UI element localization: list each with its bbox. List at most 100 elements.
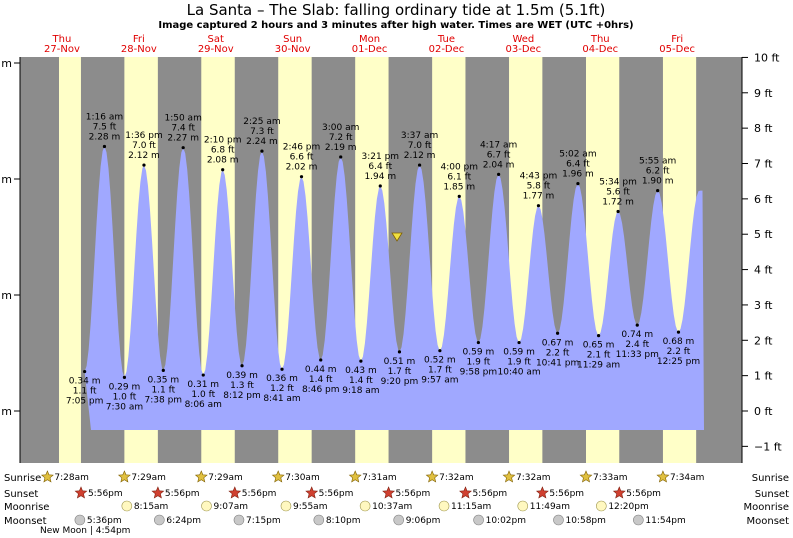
moonset-row-label-right: Moonset [747, 516, 790, 527]
high-tide-m: 1.77 m [523, 192, 555, 202]
right-tick-label: 2 ft [754, 334, 773, 347]
low-tide-time: 8:12 pm [223, 391, 261, 401]
sunset-time: 5:56pm [396, 489, 431, 499]
low-tide-m: 0.52 m [424, 356, 456, 366]
day-name: Wed [512, 34, 534, 45]
low-tide-time: 11:29 am [577, 361, 620, 371]
moonrise-icon [596, 500, 607, 512]
sunset-icon [612, 486, 626, 499]
chart-title: La Santa – The Slab: falling ordinary ti… [187, 1, 606, 19]
sunrise-icon [502, 470, 516, 483]
high-tide-point [221, 168, 225, 172]
sunrise-time: 7:32am [516, 473, 551, 483]
moonrise-time: 12:20pm [608, 502, 648, 512]
moonset-icon [633, 514, 644, 526]
moonrise-time: 9:07am [214, 502, 249, 512]
high-tide-ft: 6.8 ft [211, 146, 235, 156]
high-tide-point [536, 204, 541, 208]
low-tide-point [83, 369, 87, 374]
sunrise-time: 7:32am [439, 473, 474, 483]
axes: 0 m 1 m 2 m 3 m −1 ft 0 ft 1 ft 2 ft 3 ft 4 ft 5 f… [0, 51, 782, 463]
high-tide-m: 2.12 m [404, 151, 436, 161]
high-tide-m: 2.04 m [483, 160, 515, 170]
sunrise-time: 7:29am [208, 473, 243, 483]
high-tide-point [339, 155, 343, 159]
sunrise-time: 7:31am [362, 473, 397, 483]
low-tide-ft: 1.0 ft [113, 392, 137, 402]
day-labels: Thu27-NovFri28-NovSat29-NovSun30-NovMon0… [44, 34, 695, 55]
moonrise-time: 11:49am [530, 502, 570, 512]
low-tide-m: 0.44 m [305, 365, 337, 375]
moonset-time: 7:15pm [246, 516, 281, 526]
low-tide-ft: 1.1 ft [73, 387, 97, 397]
sunset-time: 5:56pm [319, 489, 354, 499]
high-tide-point [102, 144, 107, 149]
low-tide-m: 0.29 m [109, 382, 141, 392]
low-tide-time: 7:30 am [106, 402, 143, 412]
sunset-time: 5:56pm [549, 489, 584, 499]
low-tide-point [596, 334, 601, 338]
sunset-icon [382, 486, 396, 499]
sunrise-time: 7:29am [131, 473, 166, 483]
moonset-icon [154, 514, 165, 526]
right-tick-label: 1 ft [754, 370, 773, 383]
high-tide-ft: 5.6 ft [606, 187, 630, 197]
high-tide-point [497, 172, 501, 176]
right-tick-label: 9 ft [754, 87, 773, 100]
day-date: 28-Nov [121, 44, 157, 55]
sunset-icon [228, 486, 242, 499]
low-tide-time: 8:41 am [263, 394, 300, 404]
right-tick-label: 7 ft [754, 158, 773, 171]
day-name: Tue [437, 34, 455, 45]
moonset-icon [313, 514, 325, 526]
low-tide-m: 0.59 m [463, 348, 495, 358]
moonrise-time: 10:37am [372, 502, 412, 512]
day-date: 27-Nov [44, 44, 80, 55]
day-name: Fri [133, 34, 145, 45]
low-tide-point [319, 358, 323, 362]
high-tide-ft: 6.4 ft [368, 162, 392, 172]
moonrise-time: 8:15am [134, 502, 169, 512]
high-tide-ft: 6.4 ft [566, 160, 590, 170]
high-tide-m: 2.19 m [325, 143, 357, 153]
current-tide-marker [391, 232, 403, 242]
current-tide-triangle [391, 232, 403, 242]
low-tide-point [280, 367, 284, 371]
high-tide-m: 2.28 m [89, 133, 121, 143]
low-tide-time: 7:05 pm [66, 397, 104, 407]
high-tide-ft: 7.3 ft [250, 127, 274, 137]
moonrise-icon [517, 500, 529, 512]
moonset-time: 10:58pm [565, 516, 605, 526]
low-tide-time: 9:57 am [421, 376, 458, 386]
tide-area [84, 146, 705, 430]
moonset-time: 6:24pm [166, 516, 201, 526]
moonrise-row-label-right: Moonrise [744, 502, 789, 513]
high-tide-point [457, 194, 461, 198]
high-tide-m: 2.24 m [246, 137, 278, 147]
high-tide-ft: 7.0 ft [132, 141, 156, 151]
high-tide-time: 4:17 am [480, 140, 517, 150]
high-tide-time: 3:37 am [401, 131, 438, 141]
moonrise-icon [201, 500, 212, 512]
high-tide-m: 1.94 m [364, 172, 396, 182]
moonset-time: 11:54pm [645, 516, 685, 526]
high-tide-m: 1.96 m [562, 170, 594, 180]
low-tide-point [635, 323, 639, 327]
high-tide-point [616, 209, 620, 214]
high-tide-ft: 7.0 ft [408, 141, 432, 151]
sunset-row-label: Sunset [4, 489, 38, 500]
sunset-time: 5:56pm [472, 489, 507, 499]
day-date: 30-Nov [275, 44, 311, 55]
moonrise-time: 9:55am [293, 502, 328, 512]
high-tide-point [142, 163, 146, 167]
sunrise-icon [40, 470, 54, 483]
low-tide-point [476, 340, 480, 345]
sunset-icon [74, 486, 88, 499]
moonset-icon [74, 514, 86, 526]
day-date: 03-Dec [506, 44, 542, 55]
moonset-icon [553, 514, 564, 526]
day-name: Sun [283, 34, 302, 45]
right-tick-label: 10 ft [754, 51, 780, 64]
moonset-icon [233, 514, 245, 526]
